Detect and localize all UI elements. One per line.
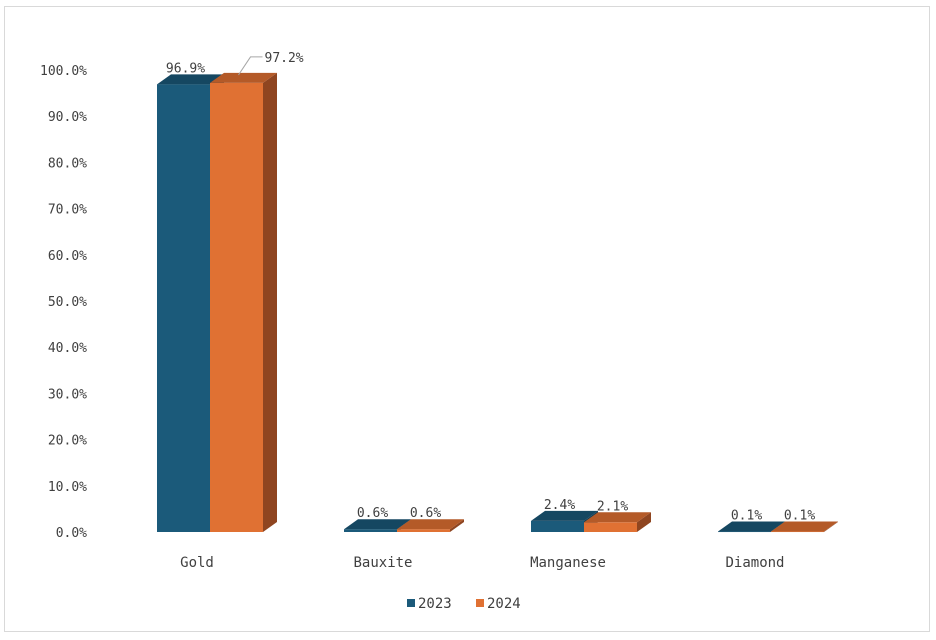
y-tick-label: 90.0% — [48, 110, 87, 125]
bar-top — [718, 521, 785, 532]
x-category-label: Diamond — [725, 555, 784, 571]
bar-front — [157, 84, 210, 533]
data-label: 0.1% — [731, 509, 762, 524]
bar-front — [718, 531, 771, 533]
y-tick-label: 60.0% — [48, 249, 87, 264]
bar-side — [637, 512, 651, 532]
bar-top — [397, 519, 464, 530]
legend-label: 2023 — [418, 596, 452, 612]
label-leader-line — [238, 56, 263, 76]
data-label: 96.9% — [166, 61, 205, 76]
data-labels: 96.9% 97.2% 0.6% 0.6% 2.4% 2.1% 0.1% 0.1% — [166, 51, 815, 524]
y-tick-label: 100.0% — [40, 64, 87, 79]
data-label: 97.2% — [265, 51, 304, 66]
x-category-label: Gold — [180, 555, 214, 571]
bar-front — [210, 82, 263, 532]
legend: 2023 2024 — [407, 596, 521, 612]
legend-swatch — [476, 599, 484, 607]
bar-gold-2024 — [210, 72, 277, 532]
y-axis: 0.0% 10.0% 20.0% 30.0% 40.0% 50.0% 60.0% 70.0% 8… — [40, 64, 87, 541]
bar-top — [210, 72, 277, 83]
data-label: 2.4% — [544, 498, 575, 513]
bar-diamond-2024 — [771, 521, 838, 533]
data-label: 0.6% — [357, 506, 388, 521]
bar-top — [344, 519, 411, 530]
legend-label: 2024 — [487, 596, 521, 612]
y-tick-label: 70.0% — [48, 203, 87, 218]
data-label: 0.1% — [784, 509, 815, 524]
bar-side — [450, 519, 464, 532]
legend-item-2023: 2023 — [407, 596, 452, 612]
bar-front — [397, 529, 450, 532]
bar-bauxite-2024 — [397, 519, 464, 532]
y-tick-label: 50.0% — [48, 295, 87, 310]
bar-front — [344, 529, 397, 532]
bar-top — [771, 521, 838, 532]
bar-manganese-2024 — [584, 512, 651, 532]
x-category-label: Bauxite — [353, 555, 412, 571]
bar-front — [771, 531, 824, 533]
data-label: 0.6% — [410, 506, 441, 521]
x-axis-categories: Gold Bauxite Manganese Diamond — [180, 555, 784, 571]
bar-side — [263, 72, 277, 532]
bar-front — [584, 522, 637, 532]
bar-side — [824, 521, 838, 532]
bar-top — [584, 512, 651, 523]
bar-front — [531, 520, 584, 532]
y-tick-label: 10.0% — [48, 480, 87, 495]
y-tick-label: 80.0% — [48, 156, 87, 171]
y-tick-label: 40.0% — [48, 341, 87, 356]
y-tick-label: 30.0% — [48, 387, 87, 402]
data-label: 2.1% — [597, 499, 628, 514]
bar-top — [531, 510, 598, 521]
y-tick-label: 20.0% — [48, 434, 87, 449]
bar-top — [157, 74, 224, 85]
legend-item-2024: 2024 — [476, 596, 521, 612]
bars — [157, 72, 838, 533]
x-category-label: Manganese — [530, 555, 606, 571]
legend-swatch — [407, 599, 415, 607]
y-tick-label: 0.0% — [56, 526, 87, 541]
